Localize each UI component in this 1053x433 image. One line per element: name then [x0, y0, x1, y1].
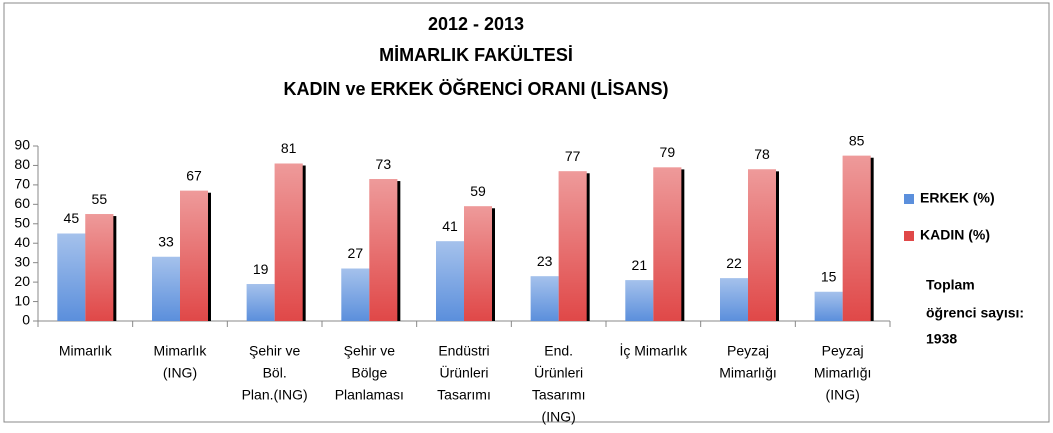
- bar-shine: [369, 179, 398, 321]
- x-tick-label: İç Mimarlık: [619, 342, 688, 359]
- y-tick-label: 30: [14, 253, 30, 269]
- value-label: 77: [565, 148, 581, 164]
- bar-shine: [57, 233, 86, 321]
- x-tick-label: (ING): [163, 365, 197, 381]
- chart-title: KADIN ve ERKEK ÖĞRENCİ ORANI (LİSANS): [283, 78, 668, 99]
- value-label: 67: [186, 167, 202, 183]
- x-tick-label: Mimarlık: [154, 343, 208, 359]
- value-label: 78: [754, 146, 770, 162]
- x-tick-label: Şehir ve: [249, 343, 301, 359]
- bar-shine: [246, 284, 275, 321]
- x-tick-label: Şehir ve: [344, 343, 396, 359]
- x-tick-label: Mimarlığı: [719, 365, 777, 381]
- bar-shine: [558, 171, 587, 321]
- x-tick-label: Tasarımı: [437, 387, 491, 403]
- x-tick-label: Ürünleri: [534, 364, 583, 381]
- x-tick-label: Böl.: [263, 365, 287, 381]
- annotation: 1938: [926, 331, 957, 347]
- bar-shine: [748, 169, 776, 321]
- bar-shine: [341, 268, 370, 321]
- value-label: 22: [726, 255, 742, 271]
- legend-label: KADIN (%): [920, 227, 990, 243]
- bar-shine: [625, 280, 654, 321]
- annotation: öğrenci sayısı:: [926, 305, 1024, 321]
- bar-shine: [180, 190, 208, 321]
- x-tick-label: Plan.(ING): [242, 387, 308, 403]
- x-tick-label: Endüstri: [438, 343, 489, 359]
- bar-shine: [842, 155, 871, 321]
- x-tick-label: Mimarlık: [59, 343, 113, 359]
- y-tick-label: 90: [14, 137, 30, 153]
- value-label: 81: [281, 140, 297, 156]
- x-tick-label: Mimarlığı: [814, 365, 872, 381]
- legend-swatch: [904, 231, 914, 241]
- value-label: 55: [92, 191, 108, 207]
- y-tick-label: 40: [14, 234, 30, 250]
- value-label: 59: [470, 183, 486, 199]
- value-label: 21: [632, 257, 648, 273]
- x-tick-label: Planlaması: [335, 387, 404, 403]
- value-label: 79: [660, 144, 676, 160]
- value-label: 73: [376, 156, 392, 172]
- annotation: Toplam: [926, 277, 975, 293]
- value-label: 85: [849, 132, 865, 148]
- x-tick-label: Tasarımı: [532, 387, 586, 403]
- value-label: 33: [158, 234, 174, 250]
- x-tick-label: Peyzaj: [822, 343, 864, 359]
- chart-title: MİMARLIK FAKÜLTESİ: [379, 45, 573, 65]
- chart-title: 2012 - 2013: [428, 14, 524, 34]
- value-label: 41: [442, 218, 458, 234]
- bar-shine: [814, 291, 843, 321]
- x-tick-label: (ING): [542, 409, 576, 425]
- y-tick-label: 0: [22, 312, 30, 328]
- y-tick-label: 80: [14, 156, 30, 172]
- value-label: 15: [821, 269, 837, 285]
- y-tick-label: 70: [14, 176, 30, 192]
- chart-border: [3, 2, 1050, 423]
- x-tick-label: (ING): [826, 387, 860, 403]
- x-tick-label: Ürünleri: [439, 364, 488, 381]
- bar-shine: [274, 163, 303, 321]
- bar-shine: [85, 214, 114, 321]
- y-tick-label: 20: [14, 273, 30, 289]
- bar-shine: [653, 167, 682, 321]
- bar-shine: [530, 276, 559, 321]
- value-label: 27: [348, 245, 364, 261]
- y-tick-label: 10: [14, 292, 30, 308]
- value-label: 19: [253, 261, 269, 277]
- bar-shine: [152, 256, 180, 321]
- legend-swatch: [904, 194, 914, 204]
- value-label: 23: [537, 253, 553, 269]
- legend-label: ERKEK (%): [920, 190, 995, 206]
- y-tick-label: 50: [14, 214, 30, 230]
- x-tick-label: Peyzaj: [727, 343, 769, 359]
- x-tick-label: Bölge: [351, 365, 387, 381]
- bar-shine: [436, 241, 464, 321]
- bar-shine: [464, 206, 492, 321]
- bar-shine: [720, 278, 748, 321]
- y-tick-label: 60: [14, 195, 30, 211]
- x-tick-label: End.: [544, 343, 573, 359]
- value-label: 45: [64, 210, 80, 226]
